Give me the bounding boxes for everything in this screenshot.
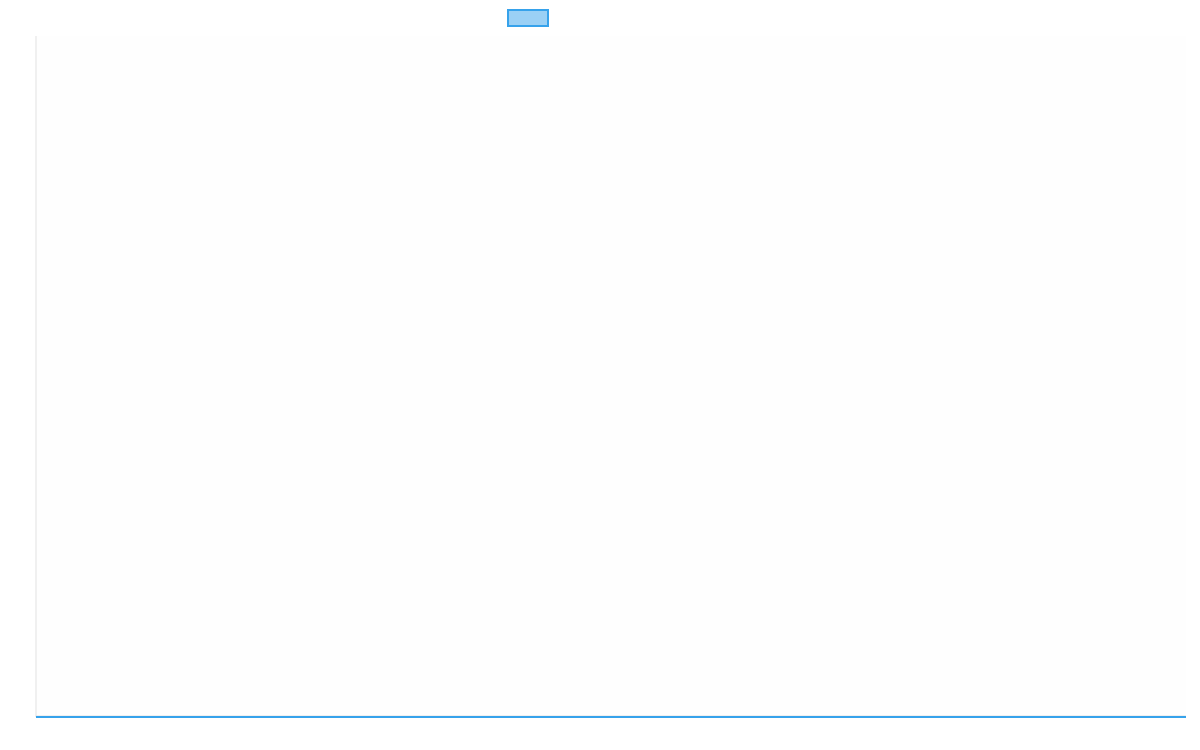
legend-swatch[interactable] (507, 9, 549, 27)
plot-area (36, 36, 1186, 717)
